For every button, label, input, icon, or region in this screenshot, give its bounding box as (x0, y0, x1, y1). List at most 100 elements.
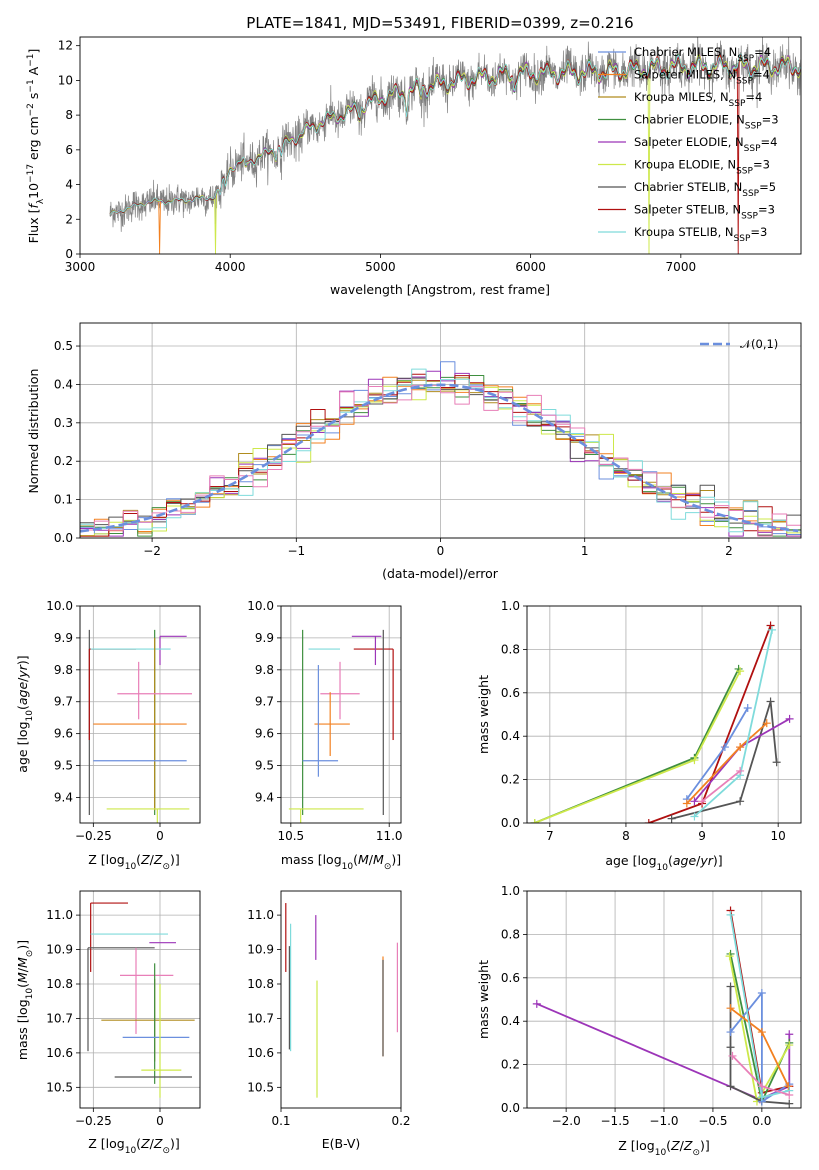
label-part: )] (170, 1136, 180, 1151)
label-part: 10 (25, 710, 35, 722)
errorbar-point (353, 648, 394, 741)
errorbar-point (106, 808, 190, 823)
weight-marker (532, 999, 541, 1008)
label-part: ( (353, 852, 358, 867)
weight-marker (726, 1082, 735, 1091)
label-part: Flux [ (26, 209, 41, 244)
weight-series (534, 668, 740, 823)
label-part: Z (153, 852, 163, 867)
label-part: / (696, 853, 701, 868)
weight-marker (785, 714, 794, 723)
y-tick-label: 10.7 (247, 1011, 274, 1025)
weight-marker (762, 719, 771, 728)
legend-label: Salpeter STELIB, NSSP=3 (634, 203, 775, 222)
y-tick-label: 10.5 (247, 1080, 274, 1094)
label-part: age [log (15, 721, 30, 772)
label-part: Salpeter ELODIE, N (634, 135, 744, 149)
label-part: =4 (754, 45, 771, 59)
label-part: ( (15, 983, 30, 988)
label-part: / (150, 1136, 155, 1151)
x-axis-label: E(B-V) (322, 1136, 361, 1151)
y-tick-label: 9.9 (54, 631, 73, 645)
y-tick-label: 10.7 (46, 1011, 73, 1025)
label-part: age (673, 853, 697, 868)
label-part: SSP (744, 144, 761, 154)
label-part: Z [log (88, 1136, 124, 1151)
weight-marker (667, 814, 676, 823)
y-axis-label: Flux [fλ10−17 erg cm−2 s−1 A−1] (26, 49, 46, 244)
label-part: ( (15, 705, 30, 710)
label-part: s (26, 93, 41, 104)
weight-marker (768, 625, 777, 634)
label-part: / (150, 852, 155, 867)
label-part: Chabrier ELODIE, N (634, 113, 745, 127)
plot-area (87, 902, 195, 1098)
weight-series (701, 770, 741, 803)
label-part: / (15, 967, 30, 972)
label-part: Z (140, 1136, 150, 1151)
y-tick-label: 0.2 (501, 773, 520, 787)
weight-marker (530, 819, 539, 823)
x-tick-label: 11.0 (376, 829, 403, 843)
label-part: 10 (657, 863, 669, 873)
errorbar-point (101, 978, 195, 1062)
label-part: )] (170, 852, 180, 867)
y-tick-label: 0.2 (501, 1058, 520, 1072)
y-tick-label: 6 (65, 143, 73, 157)
gaussian-reference-curve (80, 383, 799, 533)
label-part: ⊙ (162, 862, 170, 872)
axes-frame (79, 605, 201, 824)
y-tick-label: 0.4 (54, 377, 73, 391)
x-tick-label: −1.5 (601, 1114, 630, 1128)
y-axis-label: Normed distribution (26, 369, 41, 494)
label-part: =3 (762, 113, 779, 127)
x-tick-label: 10.5 (277, 829, 304, 843)
label-part: Kroupa MILES, N (634, 90, 729, 104)
x-tick-label: 0.0 (752, 1114, 771, 1128)
weight-marker (690, 812, 699, 821)
label-part: yr (699, 853, 713, 868)
weight-marker (726, 1004, 735, 1013)
label-part: 10 (25, 988, 35, 1000)
legend-label: Kroupa MILES, NSSP=4 (634, 90, 762, 109)
label-part: )] (700, 1138, 710, 1153)
label-part: −1 (26, 53, 36, 66)
legend: 𝒩(0,1) (700, 337, 778, 351)
label-part: =4 (761, 135, 778, 149)
x-tick-label: 9 (698, 829, 706, 843)
label-part: Chabrier STELIB, N (634, 180, 742, 194)
y-tick-label: 0.8 (501, 927, 520, 941)
y-tick-label: 10.9 (247, 943, 274, 957)
errorbar-point (351, 635, 382, 666)
label-part: Salpeter MILES, N (634, 68, 736, 82)
label-part: SSP (734, 234, 751, 244)
y-axis-label: age [log10(age/yr)] (15, 655, 35, 772)
weight-marker (726, 1043, 735, 1052)
y-tick-label: 9.8 (54, 663, 73, 677)
plot-area (288, 629, 394, 823)
y-tick-label: 10.8 (247, 977, 274, 991)
label-part: 10 (125, 862, 137, 872)
y-tick-label: 9.5 (255, 759, 274, 773)
y-tick-label: 11.0 (247, 908, 274, 922)
label-part: M (15, 957, 30, 968)
label-part: )] (713, 853, 723, 868)
label-part: f (26, 203, 41, 209)
legend-label: Salpeter MILES, NSSP=4 (634, 68, 770, 87)
errorbar-point (288, 808, 364, 823)
y-tick-label: 0 (65, 247, 73, 261)
y-tick-label: 11.0 (46, 908, 73, 922)
weight-marker (736, 797, 745, 806)
label-part: ( (136, 1136, 141, 1151)
weight-marker (766, 697, 775, 706)
label-part: 10 (342, 862, 354, 872)
label-part: SSP (741, 212, 758, 222)
weight-marker (785, 1090, 794, 1099)
y-tick-label: 9.6 (54, 727, 73, 741)
weight-marker (736, 667, 745, 676)
x-axis-label: Z [log10(Z/Z⊙)] (88, 852, 180, 872)
x-axis-label: Z [log10(Z/Z⊙)] (88, 1136, 180, 1156)
axes-frame (280, 890, 402, 1109)
label-part: mass [log (15, 999, 30, 1060)
x-axis-label: age [log10(age/yr)] (605, 853, 722, 873)
